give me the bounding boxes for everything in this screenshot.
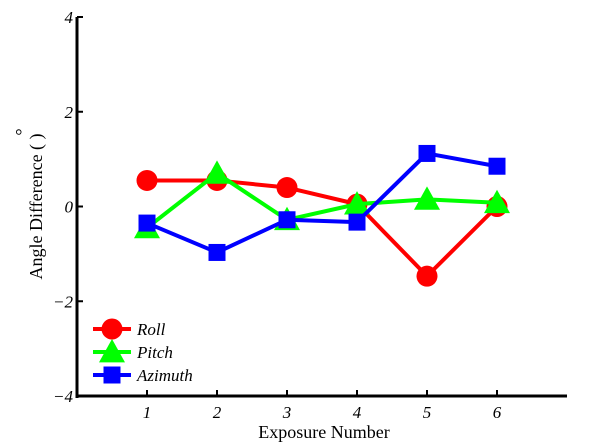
y-tick-label: −2 <box>53 292 73 311</box>
data-point-roll <box>136 169 158 191</box>
x-tick-label: 1 <box>143 403 152 422</box>
data-point-pitch <box>484 189 510 214</box>
y-tick-label: −4 <box>53 387 73 406</box>
data-point-azimuth <box>488 157 506 175</box>
x-tick-label: 4 <box>353 403 362 422</box>
y-tick-label: 4 <box>65 8 74 27</box>
data-point-pitch <box>414 186 440 210</box>
legend-marker-roll <box>101 318 123 340</box>
data-point-roll <box>416 265 438 287</box>
legend-label: Azimuth <box>136 366 193 385</box>
legend-marker-azimuth <box>103 366 121 384</box>
data-point-pitch <box>344 191 370 215</box>
y-axis-title: Angle Difference ( ) <box>26 133 47 279</box>
legend: Roll Pitch Azimuth <box>93 318 193 385</box>
x-axis-title: Exposure Number <box>258 422 389 442</box>
y-tick-label: 0 <box>65 198 74 217</box>
data-point-azimuth <box>278 211 296 229</box>
legend-label: Roll <box>136 320 166 339</box>
data-point-azimuth <box>348 213 366 231</box>
axes: −4 −2 0 2 4 1 2 3 4 5 6 <box>53 8 567 422</box>
data-point-roll <box>276 177 298 199</box>
x-tick-label: 3 <box>282 403 292 422</box>
y-tick-label: 2 <box>65 103 74 122</box>
data-point-azimuth <box>138 214 156 232</box>
data-point-azimuth <box>418 144 436 162</box>
x-tick-label: 6 <box>493 403 502 422</box>
y-axis-title-group: Angle Difference ( ) ° <box>12 128 47 279</box>
legend-marker-pitch <box>99 339 125 363</box>
legend-entry-azimuth: Azimuth <box>93 366 193 385</box>
x-tick-label: 2 <box>213 403 222 422</box>
series-line-azimuth <box>146 151 498 255</box>
legend-entry-roll: Roll <box>93 318 166 340</box>
series-azimuth <box>138 144 506 261</box>
x-tick-label: 5 <box>423 403 432 422</box>
data-point-azimuth <box>208 243 226 261</box>
legend-label: Pitch <box>136 343 173 362</box>
legend-entry-pitch: Pitch <box>93 339 173 363</box>
data-point-pitch <box>204 160 230 184</box>
series-layer <box>134 144 510 287</box>
y-axis-degree-mark: ° <box>12 128 32 135</box>
